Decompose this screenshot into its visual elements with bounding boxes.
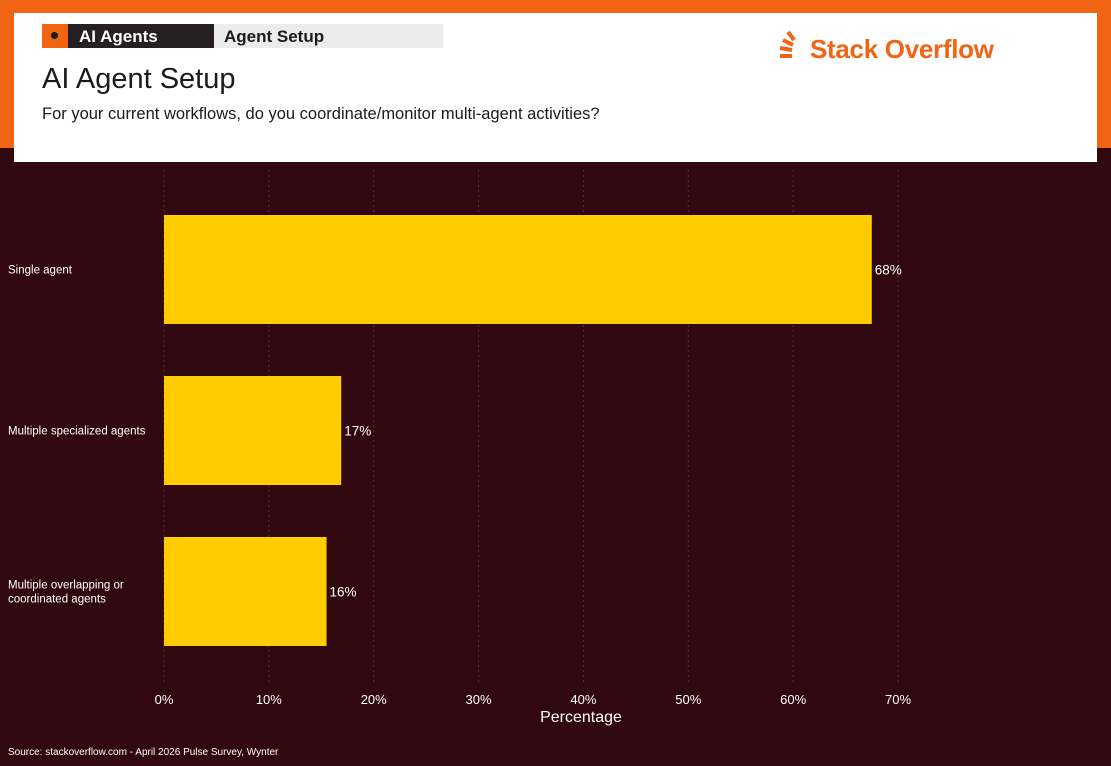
tag-primary-label: AI Agents (79, 27, 158, 46)
brand-name: Stack Overflow (810, 34, 994, 64)
tag-secondary-label: Agent Setup (224, 27, 325, 46)
bar (164, 376, 342, 485)
tag-agent-setup: Agent Setup (214, 24, 443, 48)
category-label: Single agent (8, 265, 73, 277)
x-tick-label: 40% (570, 692, 596, 707)
x-tick-label: 70% (885, 692, 911, 707)
bar (164, 215, 872, 324)
source-note: Source: stackoverflow.com - April 2026 P… (8, 747, 279, 758)
stack-overflow-logo-icon (779, 30, 796, 58)
bar (164, 537, 327, 646)
x-tick-label: 50% (675, 692, 701, 707)
x-tick-label: 60% (780, 692, 806, 707)
x-axis-title: Percentage (540, 709, 622, 726)
tag-dot-box (42, 24, 68, 48)
x-tick-label: 20% (361, 692, 387, 707)
page-title: AI Agent Setup (42, 63, 236, 95)
bullet-dot-icon (51, 32, 58, 39)
x-tick-label: 30% (466, 692, 492, 707)
tag-ai-agents: AI Agents (42, 24, 214, 48)
data-label: 16% (330, 585, 357, 600)
data-label: 68% (875, 263, 902, 278)
category-label: Multiple specialized agents (8, 426, 146, 438)
x-tick-label: 10% (256, 692, 282, 707)
header-card: AI Agents Agent Setup AI Agent Setup For… (14, 13, 1097, 162)
x-tick-label: 0% (155, 692, 174, 707)
category-label: Multiple overlapping or (8, 580, 124, 592)
page-subtitle: For your current workflows, do you coord… (42, 105, 600, 123)
category-label: coordinated agents (8, 594, 106, 606)
data-label: 17% (344, 424, 371, 439)
